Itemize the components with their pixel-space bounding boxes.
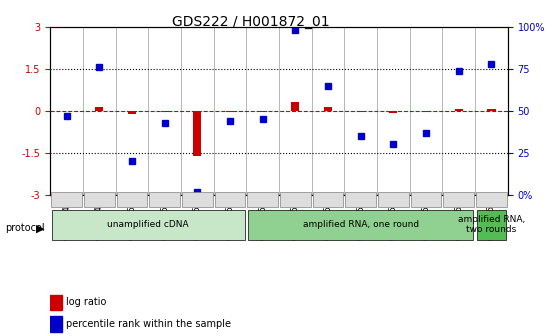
Bar xyxy=(291,102,300,111)
Bar xyxy=(50,317,61,332)
Bar xyxy=(389,111,397,113)
FancyBboxPatch shape xyxy=(345,192,376,207)
Bar xyxy=(455,110,463,111)
FancyBboxPatch shape xyxy=(248,210,473,240)
FancyBboxPatch shape xyxy=(52,210,244,240)
FancyBboxPatch shape xyxy=(247,192,278,207)
Text: protocol: protocol xyxy=(6,223,45,234)
Bar xyxy=(324,107,332,111)
FancyBboxPatch shape xyxy=(182,192,213,207)
Bar xyxy=(357,111,365,112)
Bar xyxy=(487,109,496,111)
Bar xyxy=(258,111,267,112)
FancyBboxPatch shape xyxy=(51,192,82,207)
FancyBboxPatch shape xyxy=(280,192,311,207)
FancyBboxPatch shape xyxy=(215,192,246,207)
FancyBboxPatch shape xyxy=(476,192,507,207)
Bar xyxy=(193,111,201,156)
Bar xyxy=(128,111,136,114)
Bar xyxy=(161,111,169,112)
FancyBboxPatch shape xyxy=(149,192,180,207)
FancyBboxPatch shape xyxy=(117,192,147,207)
Text: amplified RNA, one round: amplified RNA, one round xyxy=(302,220,418,229)
FancyBboxPatch shape xyxy=(411,192,441,207)
Text: percentile rank within the sample: percentile rank within the sample xyxy=(66,319,231,329)
FancyBboxPatch shape xyxy=(444,192,474,207)
Bar xyxy=(422,111,430,112)
Text: unamplified cDNA: unamplified cDNA xyxy=(108,220,189,229)
Bar xyxy=(226,111,234,112)
FancyBboxPatch shape xyxy=(378,192,409,207)
FancyBboxPatch shape xyxy=(84,192,114,207)
Text: GDS222 / H001872_01: GDS222 / H001872_01 xyxy=(172,15,330,29)
Bar xyxy=(50,294,61,310)
Bar xyxy=(95,107,103,111)
Text: ▶: ▶ xyxy=(36,223,45,234)
Text: log ratio: log ratio xyxy=(66,297,107,307)
Text: amplified RNA,
two rounds: amplified RNA, two rounds xyxy=(458,215,525,234)
FancyBboxPatch shape xyxy=(312,192,343,207)
FancyBboxPatch shape xyxy=(477,210,506,240)
